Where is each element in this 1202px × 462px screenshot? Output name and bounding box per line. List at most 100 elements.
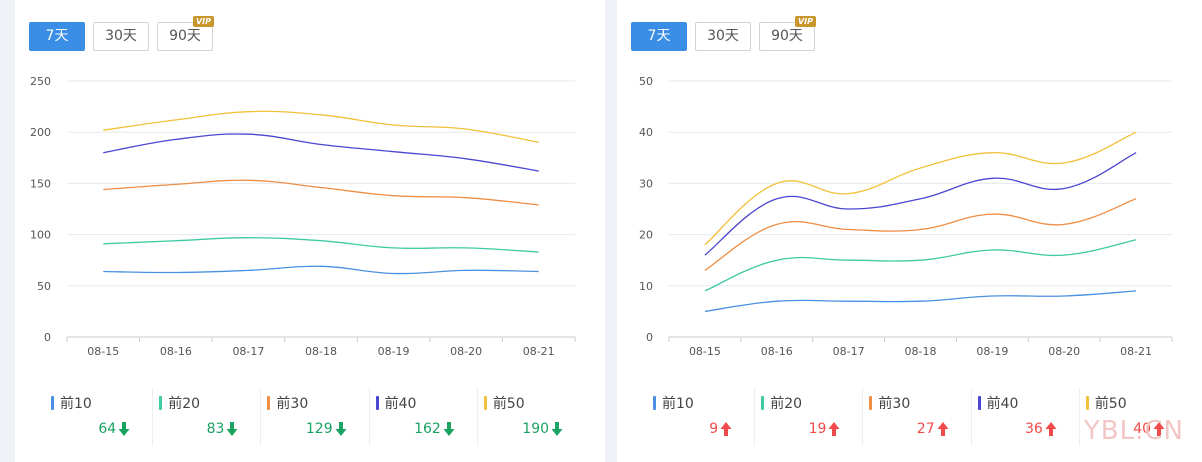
summary-item: 前10 64 [45, 388, 154, 446]
y-tick-label: 0 [44, 331, 51, 344]
summary-series-name: 前10 [51, 393, 92, 413]
range-buttons: 7天 30天 90天 VIP [29, 16, 221, 51]
x-tick-label: 08-18 [305, 345, 337, 358]
series-name-text: 前20 [770, 396, 803, 412]
series-line [704, 239, 1137, 292]
series-color-swatch [761, 396, 765, 410]
y-tick-label: 40 [639, 126, 653, 139]
summary-series-name: 前20 [159, 393, 200, 413]
line-chart: 0 10 20 30 40 50 08-15 08-16 08-17 08-18 08-19 08-2… [639, 75, 1173, 358]
range-90d-button[interactable]: 90天 VIP [759, 16, 816, 51]
value-text: 83 [206, 421, 225, 437]
series-name-text: 前50 [492, 396, 525, 412]
series-name-text: 前30 [276, 396, 309, 412]
value-text: 40 [1133, 421, 1152, 437]
line-chart: 0 50 100 150 200 250 08-15 08-16 08-17 08-18 08-19… [30, 75, 576, 358]
series-name-text: 前10 [662, 396, 694, 412]
x-tick-label: 08-20 [1048, 345, 1080, 358]
range-7d-button[interactable]: 7天 [29, 22, 85, 51]
arrow-down-icon [551, 422, 563, 436]
vip-badge: VIP [192, 16, 214, 27]
x-tick-label: 08-15 [87, 345, 119, 358]
series-color-swatch [869, 396, 873, 410]
series-name-text: 前50 [1094, 396, 1127, 412]
series-color-swatch [653, 396, 656, 410]
summary-latest-value: 9 [709, 421, 732, 437]
x-tick-label: 08-16 [761, 345, 793, 358]
summary-latest-value: 64 [98, 421, 130, 437]
series-color-swatch [51, 396, 54, 410]
x-tick-label: 08-17 [833, 345, 865, 358]
series-name-text: 前30 [878, 396, 911, 412]
range-90d-label: 90天 [771, 28, 803, 44]
summary-item: 前10 9 [647, 388, 756, 446]
summary-series-name: 前30 [869, 393, 910, 413]
y-tick-label: 30 [639, 177, 653, 190]
series-color-swatch [267, 396, 271, 410]
value-text: 19 [808, 421, 827, 437]
series-color-swatch [375, 396, 379, 410]
summary-item: 前20 83 [153, 388, 262, 446]
summary-series-name: 前50 [483, 393, 525, 413]
arrow-down-icon [118, 422, 130, 436]
range-7d-button[interactable]: 7天 [631, 22, 687, 51]
series-summary: 前10 64 前20 83 前30 129 前40 162 前50 190 [45, 388, 585, 446]
arrow-up-icon [1153, 422, 1165, 436]
summary-item: 前20 19 [755, 388, 864, 446]
range-30d-button[interactable]: 30天 [695, 22, 751, 51]
range-90d-button[interactable]: 90天 VIP [157, 16, 214, 51]
arrow-up-icon [720, 422, 732, 436]
y-tick-label: 10 [639, 280, 653, 293]
series-color-swatch [977, 396, 981, 410]
y-tick-label: 150 [30, 177, 51, 190]
rank-chart-panel-right: 7天 30天 90天 VIP 0 10 20 30 40 50 08-15 08-16 08-17… [617, 0, 1202, 462]
series-color-swatch [483, 396, 487, 410]
summary-series-name: 前20 [761, 393, 802, 413]
summary-item: 前40 36 [972, 388, 1080, 446]
series-line [704, 152, 1137, 256]
summary-latest-value: 36 [1025, 421, 1057, 437]
series-line [103, 265, 539, 275]
series-color-swatch [1085, 396, 1089, 410]
value-text: 129 [305, 421, 333, 437]
value-text: 27 [916, 421, 935, 437]
summary-latest-value: 19 [809, 421, 841, 437]
summary-series-name: 前30 [267, 393, 308, 413]
value-text: 162 [414, 421, 441, 437]
series-line [103, 237, 539, 253]
series-line [704, 290, 1137, 313]
summary-latest-value: 129 [306, 421, 347, 437]
rank-chart-panel-left: 7天 30天 90天 VIP 0 50 100 150 200 250 08-15 08-16 0… [15, 0, 605, 462]
summary-item: 前50 40 [1080, 388, 1187, 446]
series-line [103, 179, 539, 206]
summary-series-name: 前10 [653, 393, 694, 413]
arrow-up-icon [828, 422, 840, 436]
y-tick-label: 0 [646, 331, 653, 344]
value-text: 64 [98, 421, 117, 437]
series-name-text: 前20 [168, 396, 201, 412]
x-tick-label: 08-19 [976, 345, 1008, 358]
x-tick-label: 08-19 [378, 345, 410, 358]
summary-latest-value: 83 [207, 421, 239, 437]
range-30d-button[interactable]: 30天 [93, 22, 149, 51]
series-summary: 前10 9 前20 19 前30 27 前40 36 前50 40 [647, 388, 1187, 446]
arrow-up-icon [937, 422, 949, 436]
summary-series-name: 前40 [977, 393, 1018, 413]
x-tick-label: 08-21 [523, 345, 555, 358]
summary-latest-value: 162 [414, 421, 455, 437]
x-tick-label: 08-17 [232, 345, 264, 358]
arrow-down-icon [335, 422, 347, 436]
summary-latest-value: 40 [1133, 421, 1165, 437]
x-tick-label: 08-16 [160, 345, 192, 358]
summary-item: 前30 27 [863, 388, 972, 446]
summary-item: 前50 190 [478, 388, 585, 446]
arrow-up-icon [1045, 422, 1057, 436]
series-line [103, 133, 539, 172]
summary-latest-value: 190 [522, 421, 563, 437]
value-text: 9 [709, 421, 719, 437]
value-text: 36 [1024, 421, 1043, 437]
series-color-swatch [159, 396, 163, 410]
series-line [704, 198, 1137, 271]
value-text: 190 [522, 421, 550, 437]
arrow-down-icon [443, 422, 455, 436]
